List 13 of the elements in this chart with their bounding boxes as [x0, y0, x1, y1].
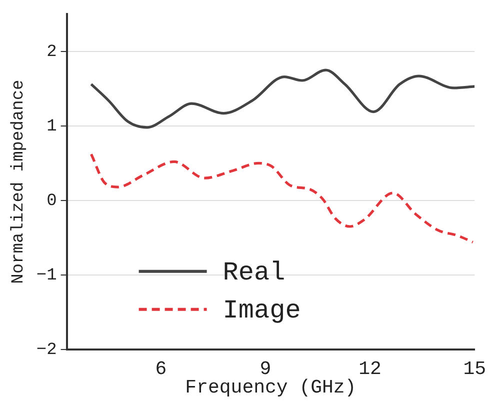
y-tick-label: 2 [46, 42, 57, 62]
line-series [90, 152, 474, 244]
y-tick-label: 1 [46, 117, 57, 136]
x-tick-label: 12 [358, 358, 382, 380]
y-tick-label: 0 [46, 192, 57, 211]
y-tick-label: −2 [36, 340, 57, 360]
legend-label: Image [222, 295, 301, 326]
x-tick-label: 15 [463, 358, 486, 380]
y-axis-title: Normalized impedance [10, 80, 29, 284]
x-tick-label: 6 [155, 358, 167, 380]
y-tick-label: −1 [36, 266, 57, 286]
line-series [90, 68, 475, 129]
legend-label: Real [222, 257, 286, 288]
